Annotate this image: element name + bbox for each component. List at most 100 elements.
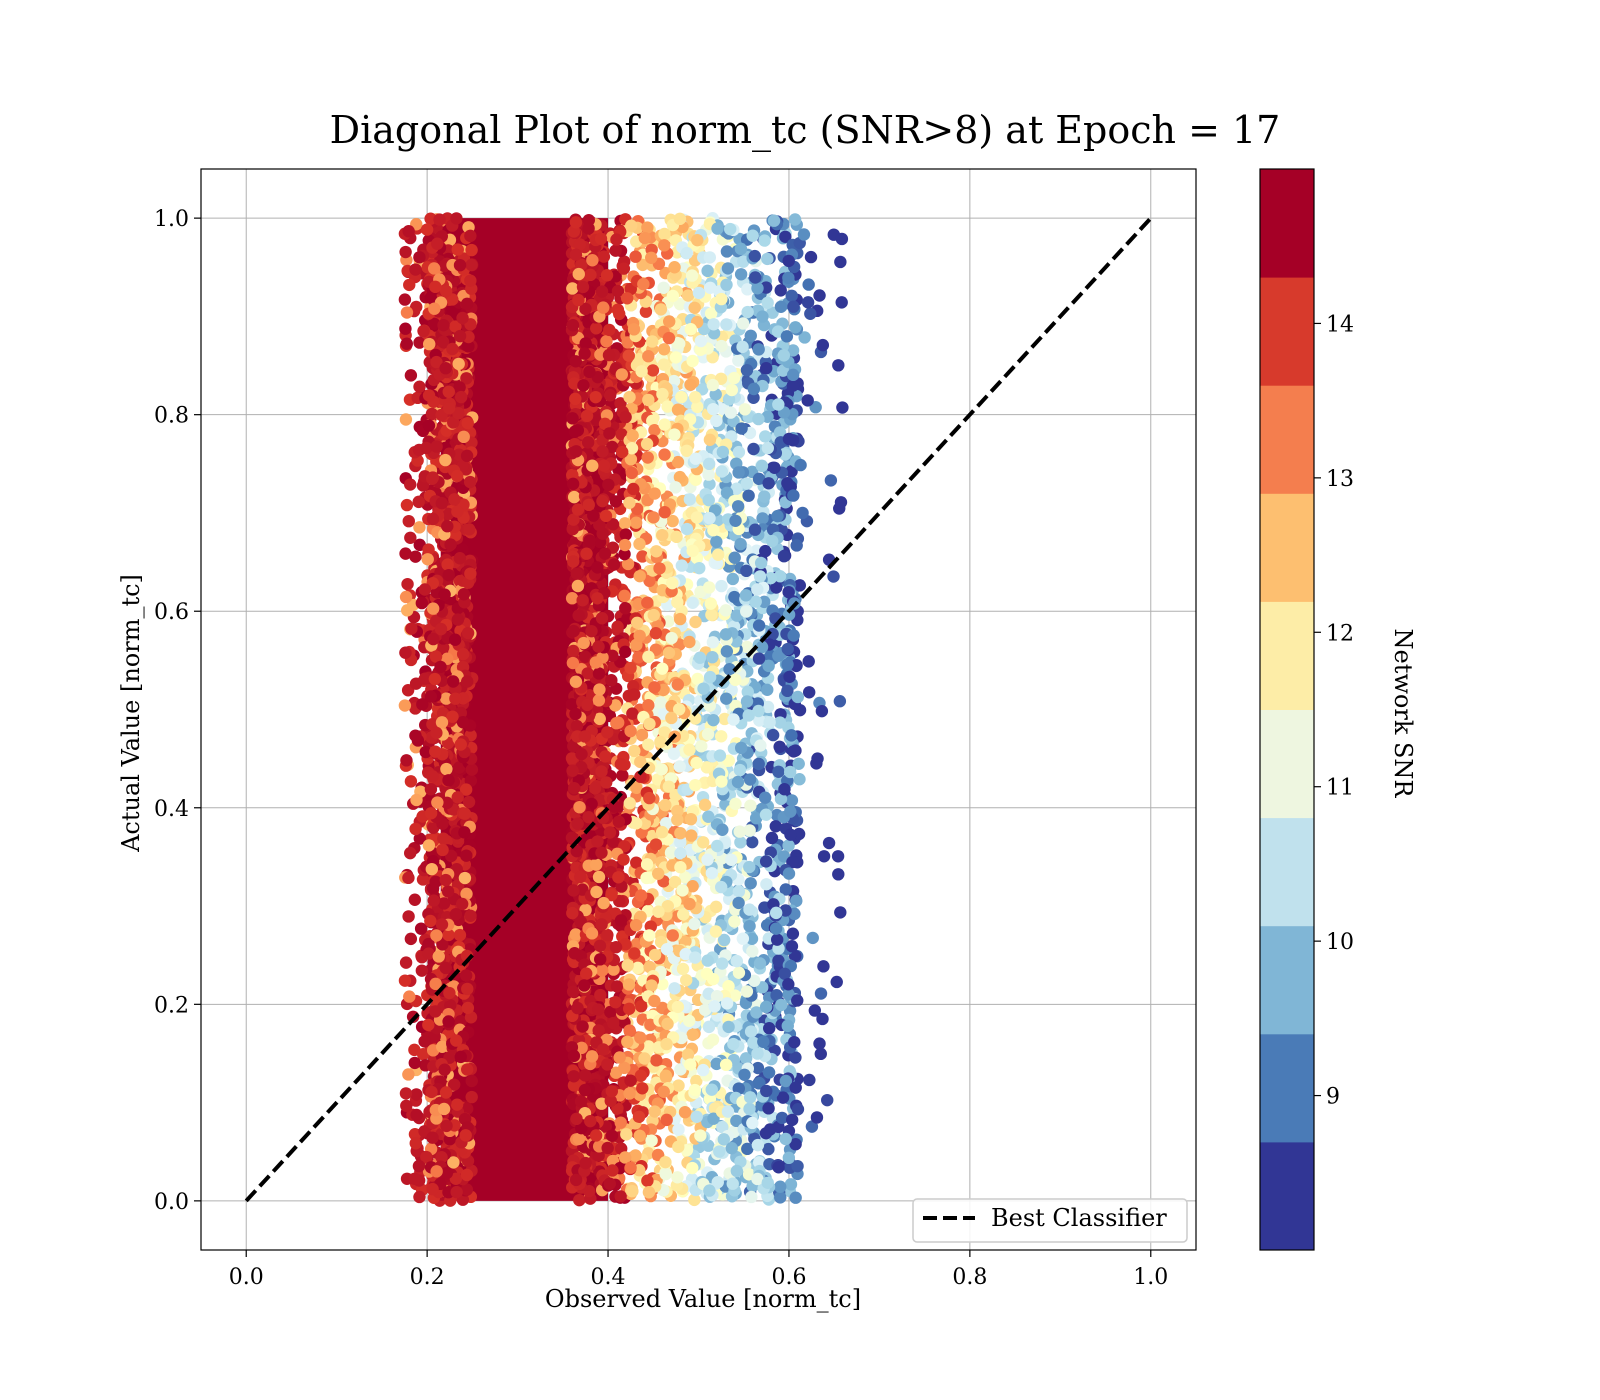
scatter-point [822, 836, 836, 850]
scatter-point [758, 490, 771, 503]
scatter-point [593, 683, 606, 696]
scatter-point [816, 1012, 829, 1026]
scatter-point [709, 925, 723, 938]
scatter-point [638, 1052, 651, 1065]
scatter-point [430, 929, 443, 942]
scatter-point [566, 477, 580, 491]
scatter-point [751, 282, 764, 295]
scatter-point [636, 1082, 649, 1095]
scatter-point [423, 337, 436, 351]
scatter-point [824, 474, 838, 487]
scatter-point [616, 769, 629, 782]
scatter-point [738, 403, 752, 416]
scatter-point [399, 245, 412, 259]
scatter-point [643, 717, 656, 731]
y-tick-label: 0.2 [154, 993, 189, 1018]
scatter-point [566, 282, 579, 295]
scatter-point [567, 624, 580, 638]
scatter-point [781, 658, 794, 671]
y-tick-label: 0.0 [154, 1190, 189, 1215]
scatter-point [835, 232, 849, 246]
scatter-point [462, 795, 476, 809]
scatter-point [774, 284, 787, 297]
scatter-point [399, 413, 413, 426]
scatter-point [408, 1172, 421, 1185]
scatter-point [708, 1000, 721, 1013]
scatter-point [741, 1142, 754, 1156]
scatter-point [731, 775, 745, 789]
scatter-point [702, 1020, 716, 1034]
scatter-point [703, 512, 716, 525]
scatter-point [695, 740, 708, 753]
scatter-point [785, 729, 798, 742]
scatter-point [606, 1164, 619, 1177]
scatter-point [643, 574, 656, 588]
scatter-point [671, 678, 685, 691]
scatter-point [413, 521, 426, 534]
scatter-point [625, 466, 639, 480]
scatter-point [574, 1095, 588, 1108]
scatter-point [689, 615, 702, 629]
scatter-point [633, 1129, 646, 1143]
x-tick-label: 0.6 [771, 1265, 806, 1290]
scatter-point [761, 252, 774, 266]
scatter-point [402, 871, 415, 885]
scatter-point [707, 713, 720, 727]
scatter-point [728, 989, 742, 1002]
scatter-point [802, 278, 815, 291]
scatter-point [465, 1090, 478, 1104]
scatter-point [676, 962, 690, 976]
scatter-point [428, 672, 442, 686]
scatter-point [622, 978, 636, 991]
scatter-point [660, 1113, 673, 1127]
x-tick-label: 1.0 [1133, 1265, 1168, 1290]
scatter-point [741, 305, 754, 319]
scatter-point [429, 745, 442, 758]
scatter-point [615, 368, 629, 381]
scatter-point [677, 908, 690, 921]
scatter-point [440, 1119, 453, 1133]
scatter-point [759, 855, 773, 868]
scatter-point [832, 359, 845, 372]
scatter-point [638, 231, 651, 245]
scatter-point [748, 249, 761, 263]
scatter-point [601, 928, 614, 942]
scatter-point [601, 1058, 614, 1071]
scatter-point [576, 1020, 589, 1033]
scatter-point [686, 544, 699, 558]
scatter-point [583, 534, 596, 547]
scatter-point [400, 498, 414, 512]
scatter-point [701, 954, 714, 967]
scatter-point [696, 836, 710, 849]
scatter-point [792, 757, 805, 770]
scatter-point [585, 1050, 599, 1063]
scatter-point [456, 311, 469, 325]
scatter-point [436, 641, 450, 654]
scatter-point [439, 453, 452, 467]
scatter-point [422, 1018, 435, 1032]
scatter-point [805, 1120, 819, 1133]
scatter-point [734, 741, 748, 755]
scatter-point [438, 1063, 451, 1076]
scatter-point [436, 938, 449, 951]
scatter-point [666, 514, 679, 528]
scatter-point [770, 933, 784, 946]
scatter-point [431, 796, 444, 809]
scatter-point [753, 714, 766, 727]
scatter-point [642, 738, 655, 751]
scatter-point [609, 699, 622, 712]
scatter-point [569, 1173, 583, 1187]
scatter-point [405, 622, 418, 635]
scatter-point [592, 694, 606, 707]
scatter-point [650, 545, 663, 558]
scatter-point [629, 817, 643, 830]
scatter-point [412, 1159, 426, 1173]
scatter-point [618, 589, 631, 603]
scatter-point [787, 300, 800, 313]
scatter-point [623, 496, 636, 510]
scatter-point [597, 459, 611, 472]
scatter-point [688, 301, 701, 314]
scatter-point [642, 929, 656, 942]
scatter-point [716, 823, 729, 836]
scatter-point [651, 773, 665, 786]
